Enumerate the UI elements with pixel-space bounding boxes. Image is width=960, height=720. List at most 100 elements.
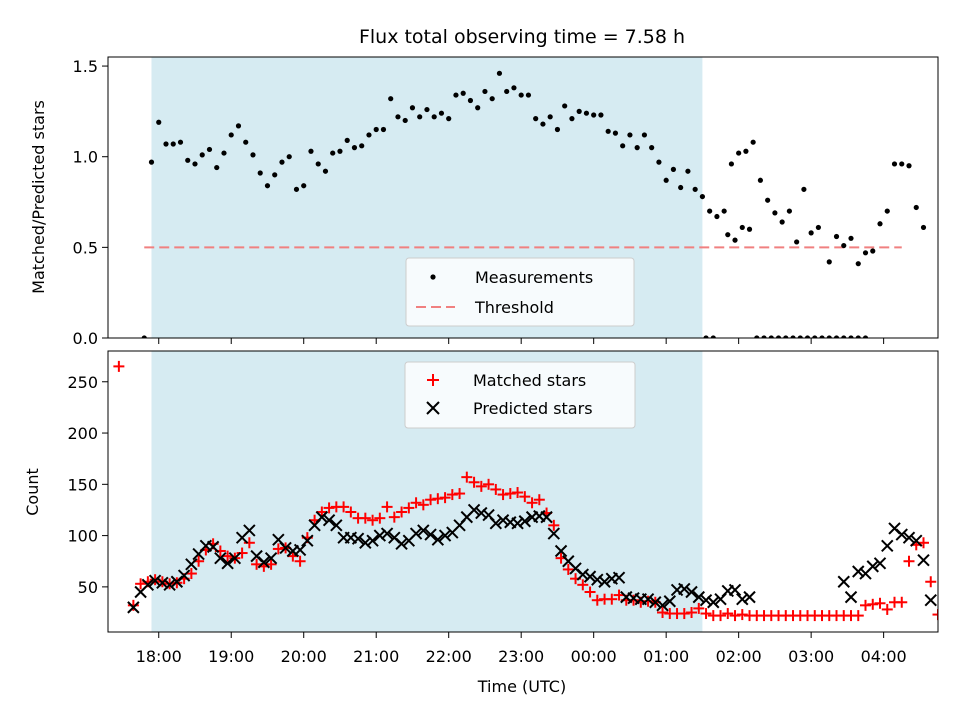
matched-star-point xyxy=(852,610,864,622)
measurement-point xyxy=(620,143,626,149)
predicted-star-point xyxy=(373,529,387,542)
measurement-point xyxy=(819,335,825,338)
matched-star-point xyxy=(490,483,502,495)
predicted-star-point xyxy=(127,601,140,614)
measurement-point xyxy=(489,96,495,102)
measurement-point xyxy=(855,335,861,338)
matched-star-point xyxy=(483,478,495,490)
matched-star-point xyxy=(439,492,451,504)
matched-star-point xyxy=(504,488,516,500)
legend-ratio: Measurements Threshold xyxy=(405,257,635,327)
x-tick-label: 20:00 xyxy=(281,647,327,666)
measurement-point xyxy=(641,132,648,138)
predicted-star-point xyxy=(438,529,452,542)
measurement-point xyxy=(772,210,778,216)
measurement-point xyxy=(322,168,329,174)
measurement-point xyxy=(583,110,590,116)
matched-star-point xyxy=(272,543,284,555)
x-tick-label: 02:00 xyxy=(716,647,762,666)
predicted-star-point xyxy=(431,533,445,546)
measurement-point xyxy=(739,224,745,231)
matched-star-point xyxy=(135,578,147,590)
measurement-point xyxy=(761,335,767,338)
measurement-point xyxy=(569,116,575,122)
matched-star-point xyxy=(867,598,879,610)
measurement-point xyxy=(862,335,869,338)
predicted-star-point xyxy=(489,517,503,530)
predicted-star-point xyxy=(540,510,553,524)
predicted-star-point xyxy=(301,534,314,547)
matched-star-point xyxy=(678,608,690,620)
measurement-point xyxy=(409,105,416,111)
predicted-star-point xyxy=(910,534,923,547)
predicted-star-point xyxy=(417,524,430,537)
measurement-point xyxy=(417,114,423,120)
y-tick-label-ratio: 0.5 xyxy=(73,238,98,257)
measurement-point xyxy=(431,114,437,120)
measurement-point xyxy=(257,170,263,176)
matched-star-point xyxy=(236,547,248,559)
matched-star-point xyxy=(925,576,937,588)
matched-star-point xyxy=(860,599,872,611)
matched-star-point xyxy=(700,608,712,620)
predicted-star-point xyxy=(873,557,887,570)
predicted-star-point xyxy=(699,594,713,607)
matched-star-point xyxy=(403,502,415,514)
matched-star-point xyxy=(468,476,480,488)
measurement-point xyxy=(605,128,611,134)
predicted-star-point xyxy=(322,514,336,527)
measurement-point xyxy=(920,224,927,231)
panel-count: 50 100 150 200 250 18:00 19:00 20:00 21:00 22:00… xyxy=(23,350,939,696)
predicted-star-point xyxy=(612,571,626,584)
matched-star-point xyxy=(577,579,589,591)
matched-star-point xyxy=(475,480,487,492)
measurement-point xyxy=(848,235,854,241)
matched-star-point xyxy=(432,493,444,505)
x-tick-label: 01:00 xyxy=(643,647,689,666)
measurement-point xyxy=(228,132,234,138)
measurement-point xyxy=(170,141,176,147)
predicted-star-point xyxy=(257,556,271,569)
predicted-star-point xyxy=(185,558,198,571)
predicted-star-point xyxy=(678,582,691,596)
measurement-point xyxy=(533,116,539,122)
matched-star-point xyxy=(410,497,422,509)
predicted-star-point xyxy=(641,592,655,606)
measurement-point xyxy=(746,226,753,232)
y-tick-label-count: 150 xyxy=(67,475,98,494)
measurement-point xyxy=(833,335,840,338)
measurement-point xyxy=(884,208,890,214)
measurement-point xyxy=(475,105,481,111)
measurement-point xyxy=(833,233,840,240)
measurement-point xyxy=(721,208,727,214)
matched-star-point xyxy=(881,603,893,615)
x-tick-label: 03:00 xyxy=(788,647,834,666)
matched-star-point xyxy=(323,502,335,514)
predicted-star-point xyxy=(380,527,394,540)
measurement-point xyxy=(540,121,546,127)
predicted-star-point xyxy=(148,574,162,587)
matched-star-point xyxy=(512,487,524,499)
predicted-star-point xyxy=(917,554,930,567)
legend-threshold-label: Threshold xyxy=(474,298,554,317)
matched-star-point xyxy=(584,586,596,598)
predicted-star-point xyxy=(866,560,879,573)
measurement-point xyxy=(272,172,278,178)
legend-ratio-box xyxy=(405,257,635,327)
measurement-point xyxy=(663,177,669,183)
measurement-point xyxy=(779,219,785,225)
matched-star-point xyxy=(127,599,139,611)
y-tick-label-count: 100 xyxy=(67,527,98,546)
measurement-point xyxy=(156,119,162,125)
predicted-star-point xyxy=(156,576,169,589)
predicted-star-point xyxy=(902,531,916,544)
predicted-star-point xyxy=(692,590,705,604)
predicted-star-point xyxy=(547,527,561,540)
matched-star-point xyxy=(294,555,306,567)
measurement-point xyxy=(841,242,847,249)
legend-predicted-marker xyxy=(426,401,440,415)
measurement-point xyxy=(518,92,524,98)
matched-star-point xyxy=(562,563,574,575)
matched-star-point xyxy=(918,537,930,549)
x-tick-label: 18:00 xyxy=(136,647,182,666)
